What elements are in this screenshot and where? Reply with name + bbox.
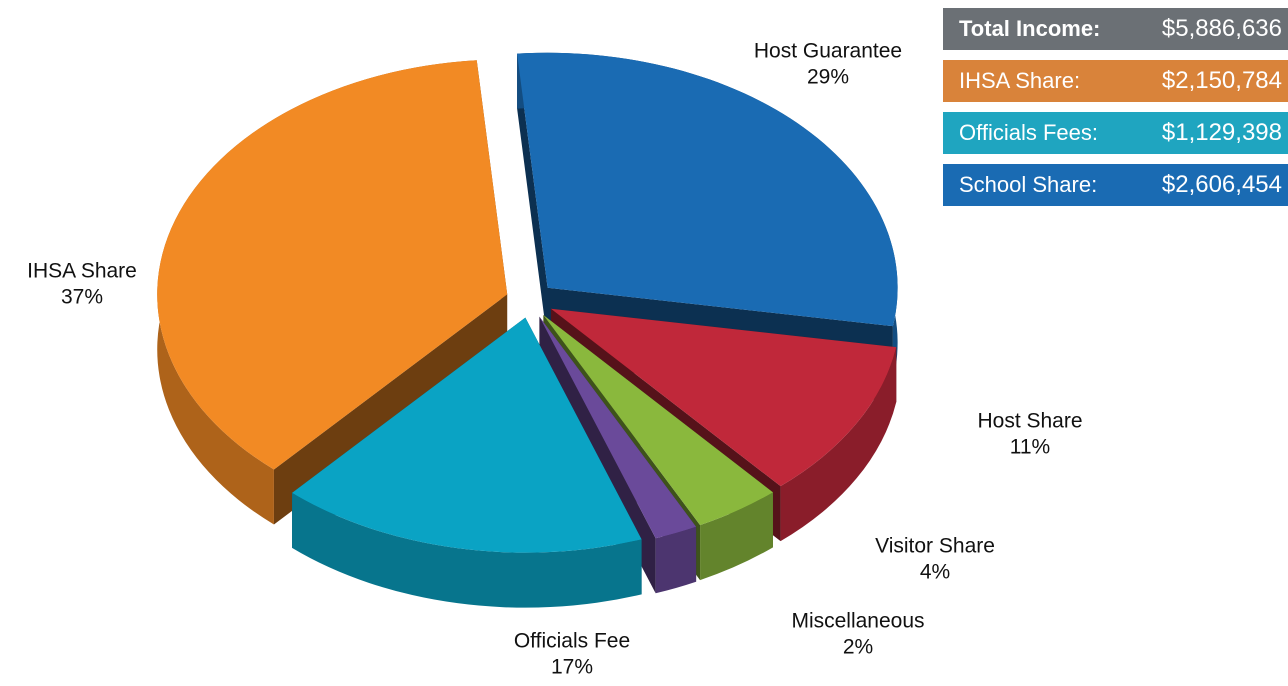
summary-value: $1,129,398 (1161, 119, 1282, 146)
summary-box: IHSA Share: $2,150,784 (943, 60, 1288, 102)
slice-value-label: 29% (807, 66, 849, 89)
summary-label: IHSA Share: (959, 68, 1081, 93)
slice-side (292, 492, 642, 608)
summary-value: $2,150,784 (1161, 67, 1282, 94)
slice-top (157, 60, 508, 470)
slice (543, 314, 773, 581)
slice (550, 308, 897, 542)
summary-value: $5,886,636 (1161, 15, 1282, 42)
slice-side (700, 492, 773, 581)
slice-wall (517, 53, 893, 382)
slice-label: Miscellaneous (791, 610, 924, 633)
slice-label: Host Share (977, 410, 1082, 433)
slice-value-label: 4% (920, 561, 950, 584)
slice-top (550, 308, 897, 487)
summary-box: Total Income: $5,886,636 (943, 8, 1288, 50)
slice-label: Officials Fee (514, 630, 630, 653)
slice-top (539, 316, 697, 539)
slice-value-label: 17% (551, 656, 593, 679)
summary-box: School Share: $2,606,454 (943, 164, 1288, 206)
summary-box: Officials Fees: $1,129,398 (943, 112, 1288, 154)
slice-side (655, 526, 697, 594)
slice-label: Host Guarantee (754, 40, 902, 63)
slice-value-label: 11% (1010, 436, 1050, 459)
summary-label: School Share: (959, 172, 1098, 197)
summary-value: $2,606,454 (1161, 171, 1282, 198)
slice (517, 52, 898, 382)
summary-label: Officials Fees: (959, 120, 1098, 145)
summary-label: Total Income: (959, 16, 1101, 41)
slice-label: IHSA Share (27, 260, 137, 283)
slice-top (517, 52, 898, 327)
slice-top (292, 317, 642, 553)
slice-value-label: 37% (61, 286, 103, 309)
slice-value-label: 2% (843, 636, 873, 659)
slice-side (780, 347, 897, 542)
slice-top (543, 314, 773, 526)
slice (292, 317, 642, 608)
slice (539, 316, 697, 594)
slice-label: Visitor Share (875, 535, 995, 558)
